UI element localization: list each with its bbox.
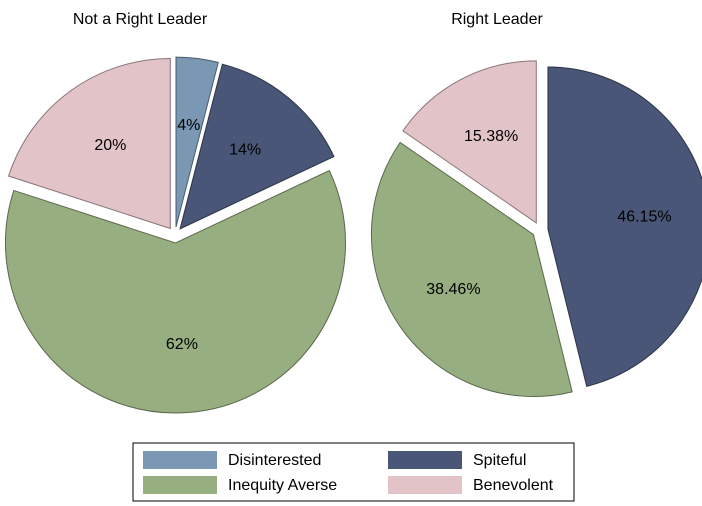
data-label: 62% bbox=[166, 336, 198, 353]
data-label: 46.15% bbox=[617, 209, 671, 226]
legend-label: Disinterested bbox=[228, 452, 321, 469]
pie-slice bbox=[547, 66, 702, 387]
chart-title: Right Leader bbox=[451, 11, 543, 28]
pie-slice bbox=[175, 56, 219, 228]
legend-swatch bbox=[388, 476, 462, 494]
legend-swatch bbox=[143, 476, 217, 494]
data-label: 14% bbox=[229, 141, 261, 158]
pie-slice bbox=[370, 141, 573, 398]
pie-slice bbox=[179, 63, 335, 230]
data-label: 20% bbox=[94, 137, 126, 154]
pie-slice bbox=[402, 60, 537, 224]
data-label: 15.38% bbox=[464, 128, 518, 145]
legend-swatch bbox=[143, 451, 217, 469]
legend-swatch bbox=[388, 451, 462, 469]
chart-title: Not a Right Leader bbox=[73, 11, 208, 28]
data-label: 4% bbox=[177, 117, 200, 134]
legend-label: Inequity Averse bbox=[228, 477, 337, 494]
data-label: 38.46% bbox=[426, 281, 480, 298]
legend-label: Benevolent bbox=[473, 477, 554, 494]
pie-slice bbox=[5, 169, 346, 414]
legend-label: Spiteful bbox=[473, 452, 526, 469]
pie-slice bbox=[7, 58, 171, 230]
